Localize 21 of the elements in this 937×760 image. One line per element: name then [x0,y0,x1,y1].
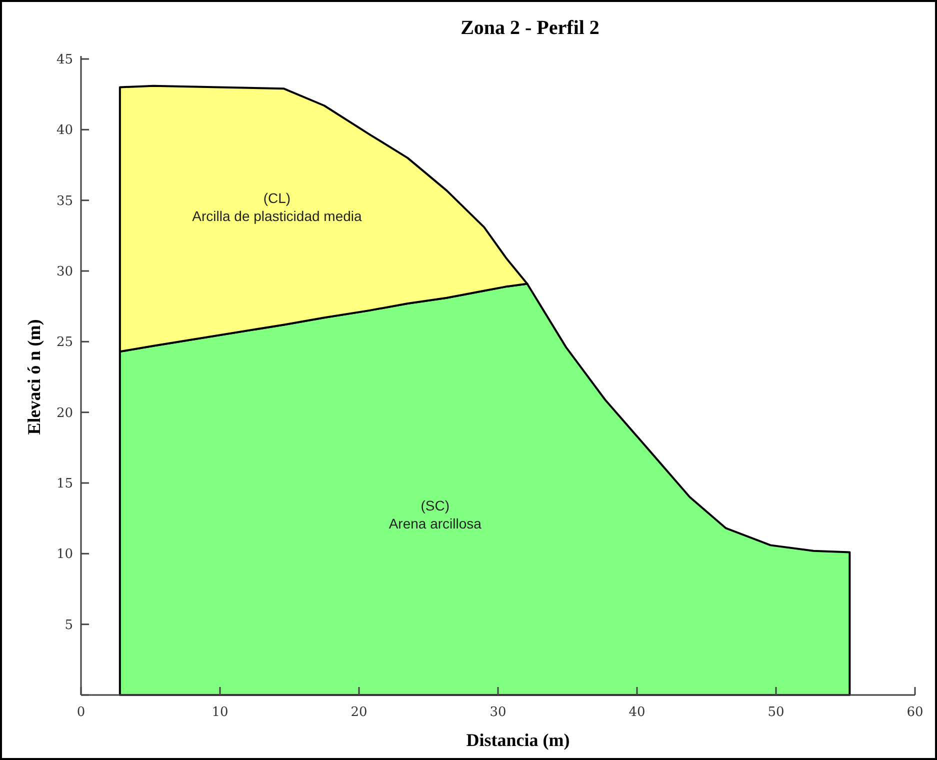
x-tick-label: 40 [628,705,646,720]
y-tick-label: 35 [56,194,73,209]
y-tick-label: 5 [64,618,73,633]
x-tick-label: 0 [76,705,86,720]
x-axis-title: Distancia (m) [466,730,570,750]
y-axis-title: Elevaci ó n (m) [24,319,44,435]
y-tick-label: 40 [56,123,73,138]
y-tick-label: 30 [56,264,73,280]
x-tick-label: 30 [490,705,506,720]
x-tick-label: 60 [906,705,924,720]
y-tick-label: 45 [56,52,73,68]
y-tick-label: 20 [56,406,73,421]
y-tick-label: 10 [56,547,73,562]
y-tick-label: 15 [56,476,73,492]
series-label: (CL) Arcilla de plasticidad media [192,190,362,224]
x-tick-label: 50 [768,705,784,720]
y-tick-label: 25 [56,335,73,350]
chart-title: Zona 2 - Perfil 2 [460,17,600,39]
x-tick-label: 20 [350,705,368,720]
x-tick-label: 10 [212,705,228,720]
series-label: (SC) Arena arcillosa [388,497,482,532]
